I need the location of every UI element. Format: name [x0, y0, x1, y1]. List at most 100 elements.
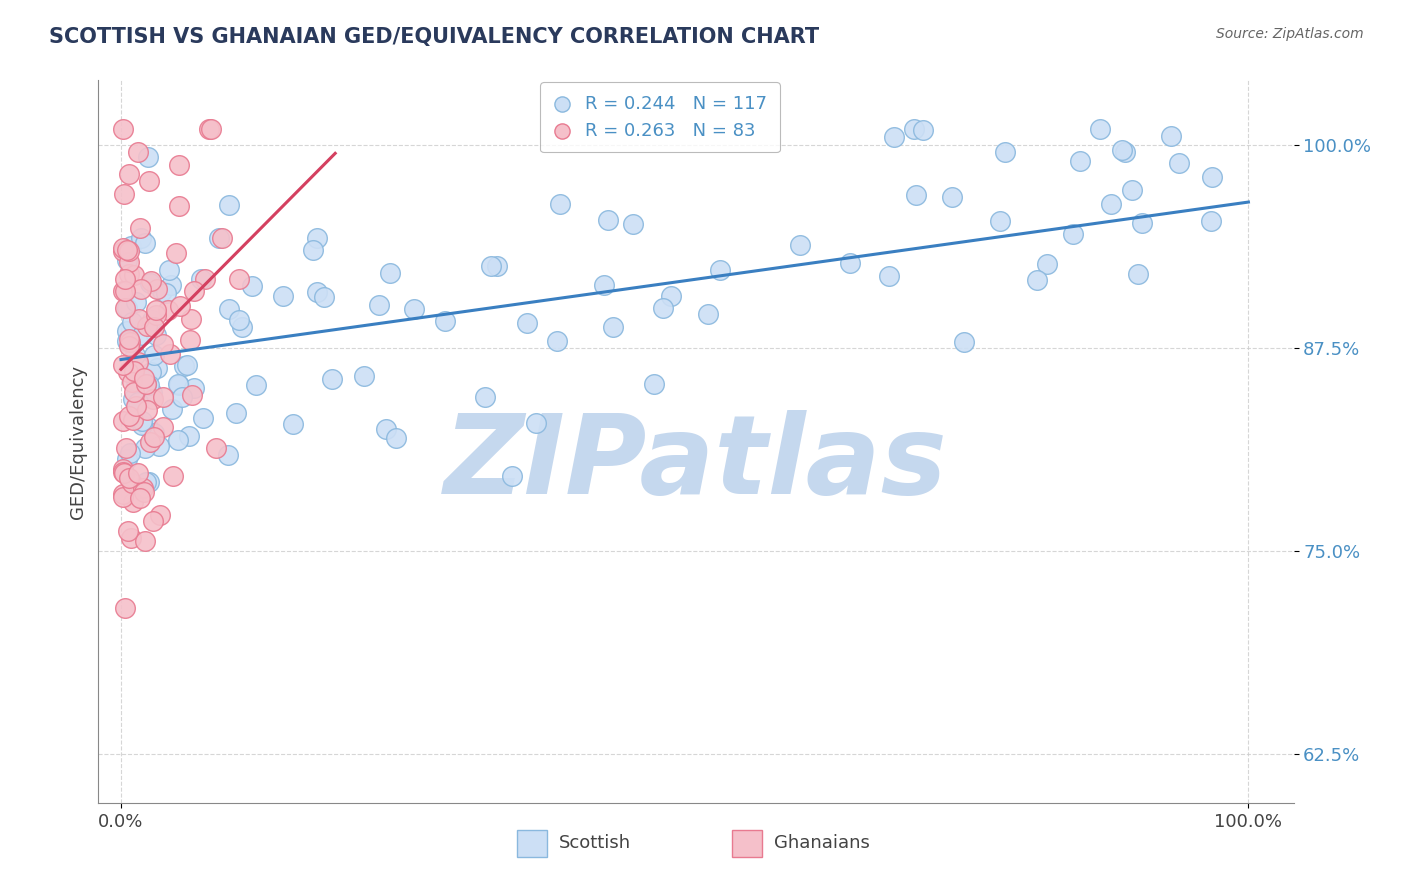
Point — [157, 302, 180, 317]
Point — [1111, 143, 1133, 157]
Y-axis label: GED/Equivalency: GED/Equivalency — [69, 365, 87, 518]
Point — [1167, 155, 1189, 169]
Point — [145, 327, 167, 342]
Point — [516, 316, 538, 330]
Point — [114, 284, 136, 298]
Point — [150, 284, 173, 298]
Point — [240, 278, 263, 293]
Point — [353, 368, 375, 383]
Point — [125, 295, 148, 310]
Point — [176, 358, 198, 372]
Point — [120, 531, 142, 545]
Point — [117, 332, 139, 346]
Point — [143, 348, 166, 362]
Point — [124, 364, 146, 378]
Point — [117, 470, 139, 484]
Point — [180, 387, 202, 401]
Point — [121, 392, 143, 407]
Point — [138, 475, 160, 489]
Point — [1121, 183, 1143, 197]
Point — [479, 259, 502, 273]
Point — [112, 465, 135, 479]
Point — [157, 263, 180, 277]
Point — [994, 145, 1017, 159]
Point — [659, 288, 682, 302]
Point — [301, 243, 323, 257]
Point — [1036, 257, 1059, 271]
Point — [312, 290, 335, 304]
Point — [273, 289, 295, 303]
Point — [1062, 227, 1084, 241]
Point — [129, 491, 152, 505]
Point — [167, 378, 190, 392]
Point — [134, 442, 156, 456]
Point — [124, 374, 146, 388]
Point — [200, 122, 222, 136]
Point — [127, 355, 149, 369]
Point — [112, 415, 135, 429]
Point — [112, 466, 135, 480]
Point — [167, 376, 190, 391]
Point — [165, 246, 187, 260]
Point — [162, 402, 184, 417]
Point — [112, 487, 135, 501]
Point — [709, 262, 731, 277]
Point — [194, 272, 217, 286]
Point — [305, 231, 328, 245]
Point — [501, 469, 523, 483]
Point — [118, 409, 141, 423]
Point — [988, 213, 1011, 227]
Point — [152, 337, 174, 351]
Point — [877, 268, 900, 283]
Point — [696, 307, 718, 321]
Point — [124, 348, 146, 362]
Point — [904, 188, 927, 202]
Point — [112, 241, 135, 255]
Point — [402, 301, 425, 316]
Point — [152, 390, 174, 404]
Point — [131, 413, 153, 427]
Point — [139, 276, 162, 290]
Point — [903, 122, 925, 136]
Point — [115, 243, 138, 257]
Point — [148, 439, 170, 453]
Point — [208, 231, 231, 245]
Point — [1025, 273, 1047, 287]
Point — [225, 406, 247, 420]
Point — [121, 315, 143, 329]
Point — [114, 442, 136, 456]
Text: SCOTTISH VS GHANAIAN GED/EQUIVALENCY CORRELATION CHART: SCOTTISH VS GHANAIAN GED/EQUIVALENCY COR… — [49, 27, 820, 46]
Point — [169, 300, 191, 314]
Point — [368, 298, 391, 312]
Point — [120, 239, 142, 253]
Point — [155, 286, 177, 301]
Point — [1099, 197, 1122, 211]
Point — [117, 267, 139, 281]
Point — [136, 318, 159, 333]
Point — [245, 378, 267, 392]
Point — [136, 402, 159, 417]
Point — [139, 434, 162, 449]
Point — [162, 468, 184, 483]
Point — [136, 420, 159, 434]
Point — [118, 167, 141, 181]
Point — [135, 475, 157, 490]
Point — [139, 274, 162, 288]
Point — [321, 372, 343, 386]
Point — [183, 381, 205, 395]
Point — [1199, 214, 1222, 228]
Point — [118, 244, 141, 258]
Point — [112, 462, 135, 476]
Point — [143, 425, 166, 440]
Point — [433, 314, 456, 328]
Point — [115, 451, 138, 466]
Point — [152, 420, 174, 434]
Point — [138, 377, 160, 392]
Point — [127, 466, 149, 480]
Point — [145, 303, 167, 318]
Point — [170, 390, 193, 404]
FancyBboxPatch shape — [733, 830, 762, 857]
Point — [1069, 153, 1091, 168]
Point — [131, 368, 153, 383]
Point — [643, 377, 665, 392]
